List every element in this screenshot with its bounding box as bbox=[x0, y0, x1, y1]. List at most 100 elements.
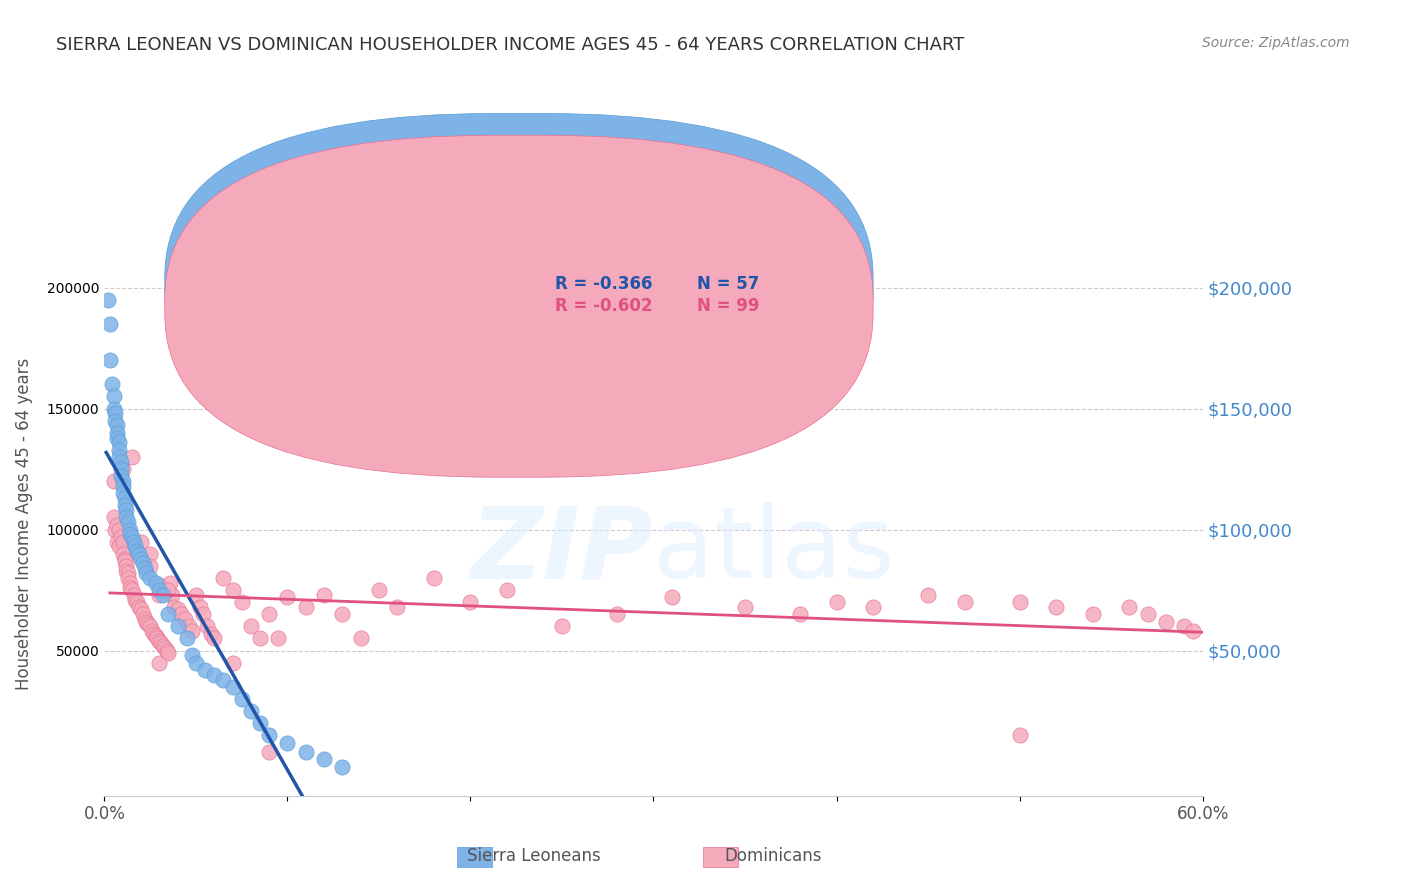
Point bbox=[121, 530, 143, 544]
Point bbox=[152, 588, 174, 602]
Point bbox=[145, 575, 167, 590]
Point bbox=[110, 455, 132, 469]
Point bbox=[105, 418, 128, 433]
Point bbox=[98, 317, 121, 331]
Point bbox=[202, 632, 225, 646]
Point bbox=[108, 442, 131, 457]
Text: Sierra Leoneans: Sierra Leoneans bbox=[467, 847, 602, 865]
Point bbox=[152, 639, 174, 653]
Point bbox=[157, 646, 180, 660]
Text: Dominicans: Dominicans bbox=[724, 847, 823, 865]
Point bbox=[118, 575, 141, 590]
Bar bbox=[703, 847, 738, 867]
Point bbox=[387, 599, 409, 614]
Point bbox=[127, 595, 149, 609]
Point bbox=[157, 582, 180, 597]
Point bbox=[127, 544, 149, 558]
Point bbox=[110, 530, 132, 544]
Point bbox=[166, 619, 188, 633]
Point bbox=[115, 510, 138, 524]
Point bbox=[276, 735, 298, 749]
Point bbox=[368, 582, 391, 597]
Point bbox=[789, 607, 811, 622]
Point bbox=[98, 353, 121, 368]
Point bbox=[118, 523, 141, 537]
Point bbox=[121, 582, 143, 597]
Point bbox=[239, 619, 262, 633]
Point bbox=[1045, 599, 1067, 614]
Point bbox=[1081, 607, 1104, 622]
Point bbox=[118, 527, 141, 541]
Point bbox=[330, 607, 353, 622]
Point bbox=[606, 607, 628, 622]
Point bbox=[917, 588, 939, 602]
Point bbox=[349, 632, 371, 646]
Point bbox=[114, 491, 136, 505]
Point bbox=[312, 752, 335, 766]
Text: atlas: atlas bbox=[654, 502, 896, 599]
Point bbox=[108, 435, 131, 450]
Point bbox=[103, 510, 125, 524]
Point bbox=[184, 588, 207, 602]
Point bbox=[159, 575, 181, 590]
Point bbox=[1136, 607, 1159, 622]
Text: SIERRA LEONEAN VS DOMINICAN HOUSEHOLDER INCOME AGES 45 - 64 YEARS CORRELATION CH: SIERRA LEONEAN VS DOMINICAN HOUSEHOLDER … bbox=[56, 36, 965, 54]
Point bbox=[128, 547, 150, 561]
Y-axis label: Householder Income Ages 45 - 64 years: Householder Income Ages 45 - 64 years bbox=[15, 358, 32, 690]
Point bbox=[97, 293, 120, 307]
Point bbox=[104, 414, 127, 428]
Point bbox=[330, 760, 353, 774]
Point bbox=[953, 595, 976, 609]
Point bbox=[194, 663, 217, 677]
Text: R = -0.602: R = -0.602 bbox=[554, 297, 652, 315]
Point bbox=[276, 591, 298, 605]
Point bbox=[267, 632, 290, 646]
Point bbox=[150, 636, 173, 650]
Point bbox=[135, 566, 157, 580]
Point bbox=[221, 582, 243, 597]
Point bbox=[124, 592, 146, 607]
Point bbox=[103, 401, 125, 416]
Point bbox=[122, 588, 145, 602]
Point bbox=[148, 578, 170, 592]
Point bbox=[148, 582, 170, 597]
Point bbox=[166, 602, 188, 616]
Point bbox=[294, 599, 316, 614]
Point bbox=[157, 607, 180, 622]
Point bbox=[239, 704, 262, 718]
Point bbox=[128, 599, 150, 614]
Point bbox=[111, 479, 134, 493]
Point bbox=[139, 619, 162, 633]
Text: ZIP: ZIP bbox=[471, 502, 654, 599]
Point bbox=[108, 523, 131, 537]
Point bbox=[312, 588, 335, 602]
Point bbox=[134, 612, 156, 626]
Point bbox=[117, 566, 139, 580]
Point bbox=[148, 588, 170, 602]
Point bbox=[117, 571, 139, 585]
Point bbox=[100, 377, 122, 392]
Point bbox=[121, 450, 143, 464]
Point bbox=[148, 656, 170, 670]
FancyBboxPatch shape bbox=[165, 113, 873, 456]
Point bbox=[114, 554, 136, 568]
Point bbox=[170, 607, 193, 622]
Point bbox=[181, 648, 204, 663]
Text: N = 99: N = 99 bbox=[697, 297, 759, 315]
Point bbox=[148, 633, 170, 648]
Point bbox=[124, 540, 146, 554]
FancyBboxPatch shape bbox=[165, 136, 873, 477]
Point bbox=[132, 607, 155, 622]
Point bbox=[139, 547, 162, 561]
Point bbox=[110, 462, 132, 476]
Point bbox=[129, 551, 152, 566]
Point bbox=[181, 624, 204, 639]
Point bbox=[105, 534, 128, 549]
Point bbox=[257, 728, 280, 742]
Point bbox=[193, 607, 215, 622]
Point bbox=[115, 558, 138, 573]
Point bbox=[1008, 595, 1031, 609]
Point bbox=[139, 558, 162, 573]
Point bbox=[249, 716, 271, 731]
Point bbox=[177, 619, 200, 633]
